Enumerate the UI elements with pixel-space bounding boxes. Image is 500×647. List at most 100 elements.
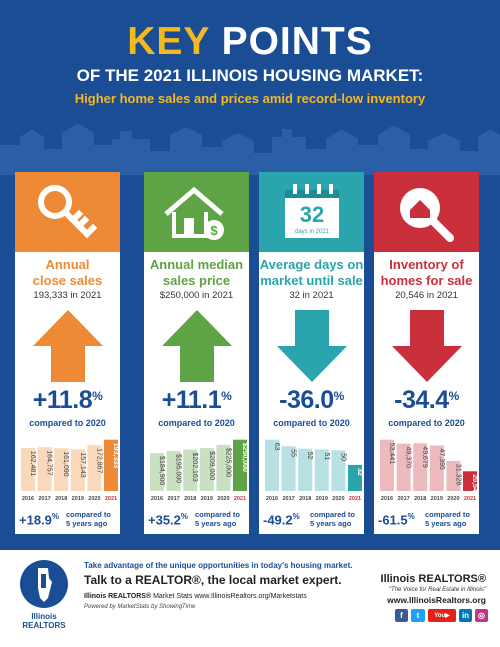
card-compared: compared to 2020 (29, 418, 106, 428)
footer-line-2: Talk to a REALTOR®, the local market exp… (84, 573, 342, 587)
page-title: KEY POINTS (0, 20, 500, 64)
card-median-price: $ Annual median sales price $250,000 in … (144, 172, 249, 534)
bar (166, 450, 181, 491)
house-skyline (0, 123, 500, 175)
social-links: f t You▶ in ◎ (395, 608, 488, 622)
bar (429, 445, 444, 491)
bar-label: 32 (356, 468, 363, 476)
year-label: 2020 (332, 496, 344, 502)
card-bar-chart: 162,481 2016 164,757 2017 161,090 2018 157,143… (21, 439, 119, 502)
five-year-sign: % (292, 512, 300, 521)
percent-sign: % (221, 389, 232, 403)
card-compared: compared to 2020 (273, 418, 350, 428)
house-dollar-icon: $ (164, 186, 224, 240)
org-tagline: "The Voice for Real Estate in Illinois" (388, 587, 486, 593)
year-label: 2017 (282, 496, 294, 502)
illinois-realtors-logo (18, 560, 70, 634)
bar-label: 161,090 (62, 451, 69, 476)
page-tagline: Higher home sales and prices amid record… (74, 91, 426, 106)
linkedin-icon[interactable]: in (459, 608, 472, 622)
card-title-line-2: market until sale (260, 273, 363, 288)
bar (396, 443, 411, 491)
bar-label: 49,679 (421, 446, 428, 468)
bar-label: 31,328 (454, 464, 461, 486)
logo-text: Illinois REALTORS (12, 612, 76, 630)
bar-label: 157,143 (79, 452, 86, 477)
bar (446, 460, 461, 491)
logo-text-2: REALTORS (22, 621, 66, 630)
year-label: 2018 (299, 496, 311, 502)
year-label: 2019 (72, 496, 84, 502)
twitter-icon[interactable]: t (411, 608, 425, 622)
five-year-value: +18.9 (19, 512, 52, 528)
title-points: POINTS (221, 20, 373, 63)
card-percent-change: -34.4% (374, 386, 479, 415)
bar-label: 50 (339, 453, 346, 461)
calendar-icon: 32 days in 2021 (285, 184, 339, 238)
bar (216, 444, 231, 491)
year-label: 2016 (381, 496, 393, 502)
five-year-change: +35.2% (148, 512, 188, 527)
footer-line-1: Take advantage of the unique opportuniti… (84, 561, 353, 570)
percent-value: +11.1 (161, 386, 222, 414)
bar-label: 47,395 (438, 449, 445, 471)
bar-label: 52 (306, 452, 313, 460)
year-label: 2019 (201, 496, 213, 502)
year-label: 2016 (151, 496, 163, 502)
percent-value: +11.8 (32, 386, 93, 414)
five-year-note: compared to 5 years ago (310, 510, 355, 528)
footer-line-4: Powered by MarketStats by ShowingTime (84, 604, 196, 610)
bar (104, 439, 118, 491)
svg-text:$: $ (210, 223, 218, 238)
instagram-icon[interactable]: ◎ (475, 608, 488, 622)
footer-line-3-url[interactable]: Market Stats www.IllinoisRealtors.org/Ma… (151, 593, 307, 600)
percent-sign: % (92, 389, 103, 403)
bar (54, 448, 69, 491)
year-label: 2021 (349, 496, 361, 502)
card-title-line-2: homes for sale (380, 273, 473, 288)
card-percent-change: +11.1% (144, 386, 249, 415)
card-subtitle: 32 in 2021 (289, 290, 334, 301)
page-subtitle: OF THE 2021 ILLINOIS HOUSING MARKET: (76, 66, 424, 85)
year-label: 2019 (316, 496, 328, 502)
bar-label: 53,441 (388, 443, 395, 465)
year-label: 2018 (414, 496, 426, 502)
bar (21, 447, 35, 491)
five-year-note: compared to 5 years ago (425, 510, 470, 528)
year-label: 2020 (447, 496, 459, 502)
bar (233, 439, 247, 491)
year-label: 2021 (464, 496, 476, 502)
bar (87, 445, 102, 491)
bar (380, 439, 394, 491)
year-label: 2018 (184, 496, 196, 502)
org-url[interactable]: www.IllinoisRealtors.org (387, 595, 486, 605)
five-year-change: +18.9% (19, 512, 59, 527)
facebook-icon[interactable]: f (395, 608, 408, 622)
card-title: Annual close sales (15, 257, 120, 289)
bar (37, 447, 52, 491)
title-key: KEY (127, 20, 210, 63)
bar (183, 449, 198, 491)
year-label: 2020 (217, 496, 229, 502)
key-icon (38, 185, 98, 239)
card-subtitle: $250,000 in 2021 (159, 290, 234, 301)
five-year-change: -61.5% (378, 512, 415, 527)
five-year-value: -61.5 (378, 512, 408, 528)
footer: Illinois REALTORS Take advantage of the … (0, 550, 500, 647)
year-label: 2021 (234, 496, 246, 502)
youtube-icon[interactable]: You▶ (428, 608, 456, 622)
bar-label: 49,370 (405, 447, 412, 469)
bar-label: 172,867 (95, 448, 102, 473)
bar-label: 63 (273, 443, 280, 451)
bar (298, 448, 313, 491)
bar-label: $202,163 (191, 453, 198, 482)
percent-sign: % (448, 389, 460, 403)
percent-value: -36.0 (279, 386, 334, 414)
card-close-sales: Annual close sales 193,333 in 2021 +11.8… (15, 172, 120, 534)
bar-label: $225,000 (224, 448, 231, 477)
bar-label: 193,333 (112, 443, 119, 468)
bar (463, 471, 477, 491)
logo-text-1: Illinois (31, 612, 57, 621)
card-title: Annual median sales price (144, 257, 249, 289)
bar-label: $184,900 (158, 456, 165, 485)
